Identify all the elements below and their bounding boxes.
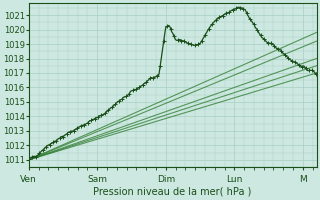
X-axis label: Pression niveau de la mer( hPa ): Pression niveau de la mer( hPa ) [93,187,252,197]
